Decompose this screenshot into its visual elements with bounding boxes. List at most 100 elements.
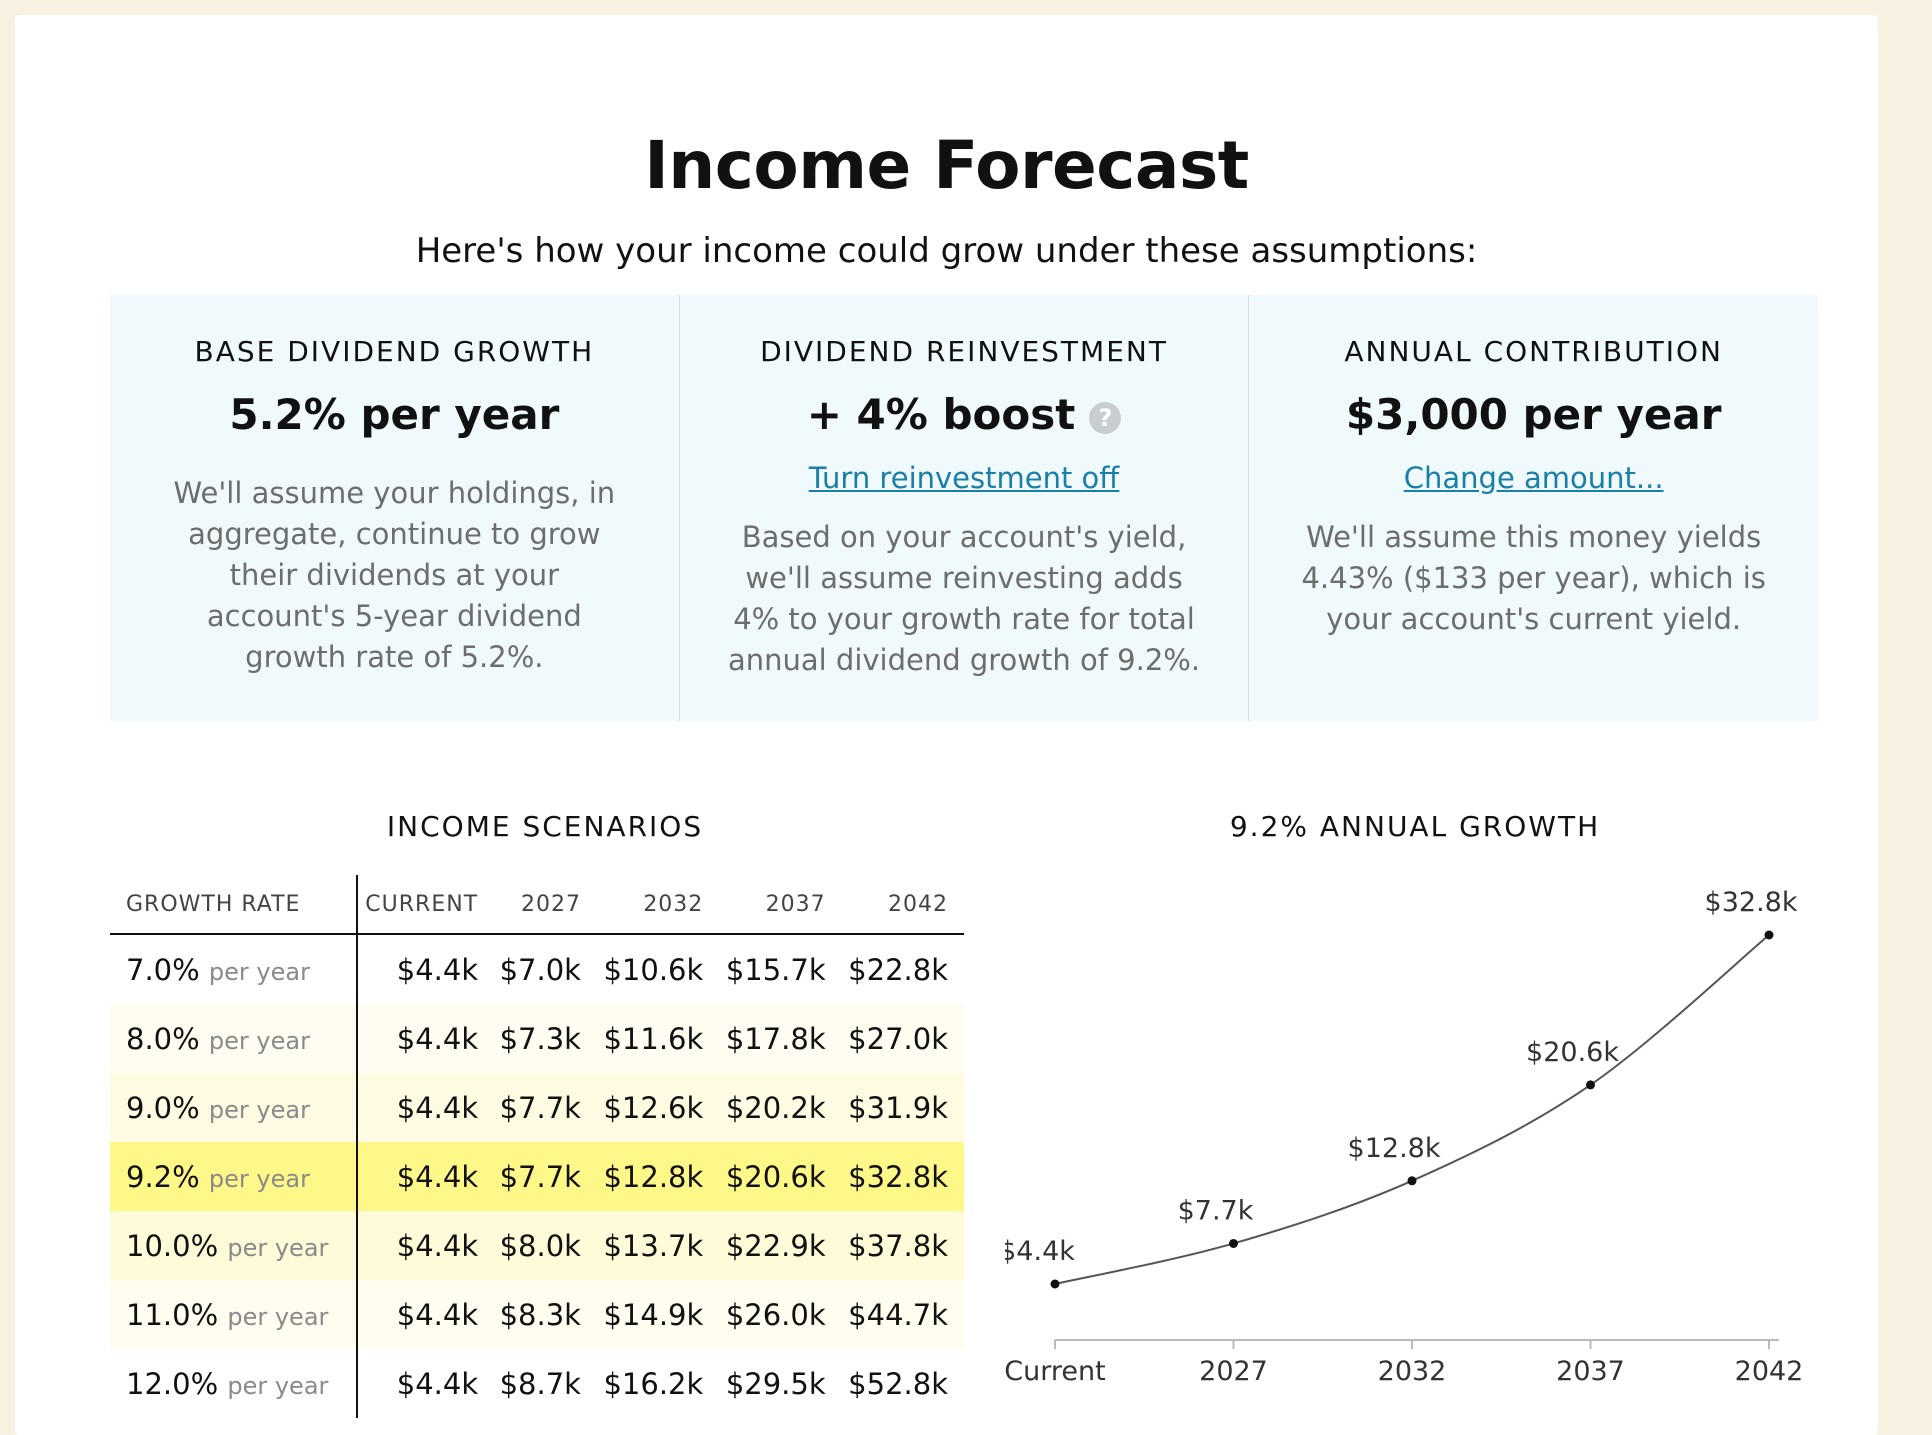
value-cell: $4.4k bbox=[357, 1142, 495, 1211]
value-cell: $29.5k bbox=[725, 1366, 826, 1401]
table-row: 7.0% per year $4.4k $7.0k $10.6k $15.7k … bbox=[110, 934, 964, 1004]
assumptions-panel: BASE DIVIDEND GROWTH 5.2% per year We'll… bbox=[110, 295, 1818, 721]
reinvestment-panel: DIVIDEND REINVESTMENT + 4% boost? Turn r… bbox=[678, 295, 1249, 721]
value-cell: $12.8k bbox=[596, 1142, 720, 1211]
table-row: 11.0% per year $4.4k $8.3k $14.9k $26.0k… bbox=[110, 1280, 964, 1349]
value-cell: $10.6k bbox=[603, 952, 704, 987]
value-cell: $27.0k bbox=[841, 1004, 964, 1073]
data-label: $7.7k bbox=[1178, 1195, 1254, 1226]
value-cell: $31.9k bbox=[841, 1073, 964, 1142]
per-year-label: per year bbox=[208, 1095, 310, 1124]
contribution-value: $3,000 per year bbox=[1345, 390, 1722, 439]
page-title: Income Forecast bbox=[644, 127, 1249, 204]
value-cell: $22.8k bbox=[848, 952, 948, 987]
per-year-label: per year bbox=[208, 1164, 310, 1193]
header-2027: 2027 bbox=[494, 875, 597, 935]
header-2042: 2042 bbox=[841, 875, 964, 935]
per-year-label: per year bbox=[227, 1302, 329, 1331]
rate-value: 9.0% bbox=[126, 1090, 200, 1125]
rate-value: 9.2% bbox=[126, 1159, 200, 1194]
data-point bbox=[1050, 1279, 1060, 1289]
value-cell: $16.2k bbox=[603, 1366, 704, 1401]
rate-cell: 9.2% per year bbox=[110, 1142, 358, 1211]
value-cell: $7.7k bbox=[494, 1073, 597, 1142]
value-cell: $13.7k bbox=[596, 1211, 720, 1280]
data-label: $12.8k bbox=[1348, 1133, 1441, 1164]
value-cell: $20.6k bbox=[719, 1142, 842, 1211]
rate-cell: 12.0% per year bbox=[110, 1349, 358, 1418]
value-cell: $17.8k bbox=[719, 1004, 842, 1073]
change-amount-link[interactable]: Change amount... bbox=[1403, 461, 1664, 495]
value-cell: $22.9k bbox=[719, 1211, 842, 1280]
value-cell: $4.4k bbox=[357, 1211, 495, 1280]
scenarios-title: INCOME SCENARIOS bbox=[386, 810, 704, 843]
value-cell: $8.3k bbox=[494, 1280, 597, 1349]
x-tick-label: 2037 bbox=[1556, 1356, 1625, 1387]
contribution-label: ANNUAL CONTRIBUTION bbox=[1344, 335, 1723, 368]
income-scenarios-table: GROWTH RATE CURRENT 2027 2032 2037 2042 … bbox=[110, 875, 964, 1418]
growth-line-chart: Current 2027 2032 2037 2042 $4.4k $7.7k $12.8k $… bbox=[1005, 887, 1804, 1387]
data-point bbox=[1764, 930, 1774, 940]
value-cell: $20.2k bbox=[719, 1073, 842, 1142]
data-point bbox=[1407, 1176, 1417, 1186]
rate-cell: 10.0% per year bbox=[110, 1211, 358, 1280]
value-cell: $4.4k bbox=[357, 1004, 495, 1073]
base-growth-panel: BASE DIVIDEND GROWTH 5.2% per year We'll… bbox=[110, 295, 679, 721]
x-tick-label: Current bbox=[1005, 1356, 1106, 1387]
rate-cell: 8.0% per year bbox=[110, 1004, 358, 1073]
value-cell: $4.4k bbox=[357, 1280, 495, 1349]
reinvestment-description: Based on your account's yield, we'll ass… bbox=[727, 520, 1201, 677]
chart-title: 9.2% ANNUAL GROWTH bbox=[1229, 810, 1601, 843]
rate-cell: 9.0% per year bbox=[110, 1073, 358, 1142]
data-label: $32.8k bbox=[1705, 887, 1798, 918]
value-cell: $32.8k bbox=[841, 1142, 964, 1211]
reinvestment-value: + 4% boost bbox=[806, 390, 1076, 439]
base-growth-label: BASE DIVIDEND GROWTH bbox=[194, 335, 595, 368]
per-year-label: per year bbox=[208, 1026, 310, 1055]
value-cell: $7.3k bbox=[494, 1004, 597, 1073]
value-cell: $37.8k bbox=[841, 1211, 964, 1280]
page-subtitle: Here's how your income could grow under … bbox=[415, 231, 1478, 271]
turn-reinvestment-off-link[interactable]: Turn reinvestment off bbox=[808, 461, 1120, 495]
data-point bbox=[1229, 1238, 1238, 1248]
rate-value: 11.0% bbox=[126, 1297, 219, 1332]
contribution-panel: ANNUAL CONTRIBUTION $3,000 per year Chan… bbox=[1248, 295, 1818, 721]
per-year-label: per year bbox=[227, 1371, 329, 1400]
reinvestment-value-row: + 4% boost? bbox=[726, 390, 1203, 439]
table-header-row: GROWTH RATE CURRENT 2027 2032 2037 2042 bbox=[110, 875, 964, 935]
value-cell: $15.7k bbox=[725, 952, 826, 987]
help-icon[interactable]: ? bbox=[1089, 401, 1122, 434]
header-current: CURRENT bbox=[357, 875, 495, 935]
per-year-label: per year bbox=[208, 957, 310, 986]
table-row: 10.0% per year $4.4k $8.0k $13.7k $22.9k… bbox=[110, 1211, 964, 1280]
rate-value: 7.0% bbox=[126, 952, 200, 987]
value-cell: $44.7k bbox=[841, 1280, 964, 1349]
value-cell: $11.6k bbox=[596, 1004, 720, 1073]
data-point bbox=[1586, 1080, 1595, 1090]
rate-cell: 11.0% per year bbox=[110, 1280, 358, 1349]
value-cell: $12.6k bbox=[596, 1073, 720, 1142]
header-growth-rate: GROWTH RATE bbox=[110, 875, 358, 935]
rate-value: 12.0% bbox=[126, 1366, 219, 1401]
value-cell: $52.8k bbox=[848, 1366, 948, 1401]
value-cell: $4.4k bbox=[396, 952, 479, 987]
value-cell: $14.9k bbox=[596, 1280, 720, 1349]
reinvestment-label: DIVIDEND REINVESTMENT bbox=[760, 335, 1168, 368]
rate-cell: 7.0% per year bbox=[110, 934, 358, 1004]
value-cell: $7.7k bbox=[494, 1142, 597, 1211]
x-tick-label: 2032 bbox=[1378, 1356, 1447, 1387]
value-cell: $7.0k bbox=[499, 952, 581, 987]
contribution-description: We'll assume this money yields 4.43% ($1… bbox=[1301, 520, 1766, 636]
rate-value: 8.0% bbox=[126, 1021, 200, 1056]
forecast-card: Income Forecast Here's how your income c… bbox=[15, 15, 1878, 1435]
table-row: 8.0% per year $4.4k $7.3k $11.6k $17.8k … bbox=[110, 1004, 964, 1073]
x-tick-label: 2027 bbox=[1199, 1356, 1268, 1387]
x-tick-label: 2042 bbox=[1735, 1356, 1804, 1387]
value-cell: $26.0k bbox=[719, 1280, 842, 1349]
value-cell: $4.4k bbox=[396, 1366, 479, 1401]
series-line bbox=[1054, 934, 1770, 1285]
header-2032: 2032 bbox=[596, 875, 720, 935]
data-label: $4.4k bbox=[1005, 1236, 1075, 1267]
base-growth-value: 5.2% per year bbox=[229, 390, 560, 439]
rate-value: 10.0% bbox=[126, 1228, 219, 1263]
